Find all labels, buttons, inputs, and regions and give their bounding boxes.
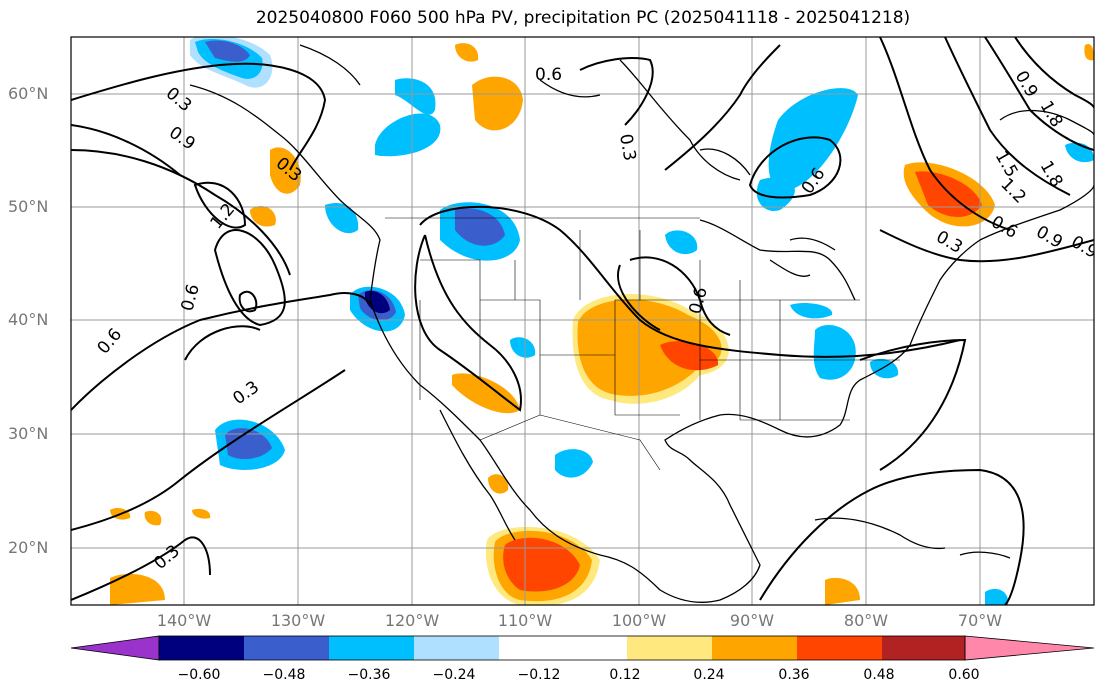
lat-label: 30°N [8,424,49,443]
colorbar-tick-label: 0.24 [693,667,725,683]
lon-label: 140°W [156,611,212,630]
colorbar-tick-label: −0.48 [262,667,306,683]
colorbar-swatch [712,636,797,660]
lon-label: 110°W [497,611,553,630]
map-frame [70,36,1095,606]
colorbar-swatch [414,636,499,660]
lon-label: 70°W [957,611,1003,630]
colorbar-tick-label: −0.24 [432,667,476,683]
colorbar-swatch [882,636,965,660]
contour-label: 0.3 [615,132,639,162]
colorbar-tick-label: −0.36 [347,667,391,683]
lat-label: 50°N [8,197,49,216]
map-title: 2025040800 F060 500 hPa PV, precipitatio… [255,8,911,28]
colorbar-swatch [329,636,414,660]
colorbar-swatch [627,636,712,660]
colorbar-tick-label: 0.12 [609,667,641,683]
contour-label: 0.6 [535,65,562,85]
colorbar-extend-high [964,635,1095,661]
colorbar-tick-label: 0.60 [948,667,980,683]
colorbar-swatch [797,636,882,660]
colorbar-tick-label: 0.48 [863,667,895,683]
lon-label: 130°W [270,611,326,630]
lon-label: 100°W [611,611,667,630]
lon-label: 80°W [843,611,889,630]
colorbar-swatch [244,636,329,660]
colorbar-swatch [159,636,244,660]
state-borders [385,217,900,471]
pv-contours [71,37,1094,605]
lat-label: 40°N [8,310,49,329]
colorbar-tick-label: −0.60 [177,667,221,683]
lat-label: 60°N [8,84,49,103]
colorbar-tick-label: −0.12 [517,667,561,683]
lat-label: 20°N [8,538,49,557]
colorbar [70,635,1095,661]
colorbar-tick-label: 0.36 [778,667,810,683]
lon-label: 90°W [729,611,775,630]
colorbar-extend-low [70,635,160,661]
colorbar-swatch [499,636,627,660]
lon-label: 120°W [384,611,440,630]
